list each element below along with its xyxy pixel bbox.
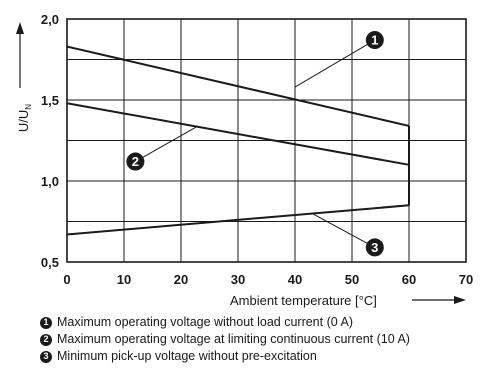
annotation-leader-1 xyxy=(294,39,376,88)
x-tick-label: 70 xyxy=(459,272,473,287)
annotation-marker-label-1: 1 xyxy=(371,33,378,48)
legend-marker-2: 2 xyxy=(40,333,52,346)
annotations: 1 2 3 xyxy=(126,31,384,257)
annotation-marker-3 xyxy=(365,238,384,257)
x-tick-label: 60 xyxy=(402,272,416,287)
legend-marker-3: 3 xyxy=(40,350,52,363)
legend-text-2: Maximum operating voltage at limiting co… xyxy=(57,332,410,346)
x-axis-arrow-head xyxy=(454,296,466,304)
annotation-marker-label-3: 3 xyxy=(371,240,378,255)
legend-text-1: Maximum operating voltage without load c… xyxy=(57,315,353,329)
annotation-leader-3 xyxy=(311,212,376,248)
axes: U/UN Ambient temperature [°C] xyxy=(16,22,466,308)
y-tick-label: 0,5 xyxy=(41,255,59,270)
annotation-marker-2 xyxy=(126,152,145,171)
x-tick-label: 50 xyxy=(345,272,359,287)
series-line-1 xyxy=(66,45,410,127)
grid xyxy=(66,18,467,263)
x-tick-label: 30 xyxy=(231,272,245,287)
y-tick-label: 2,0 xyxy=(41,12,59,27)
y-tick-label: 1,0 xyxy=(41,174,59,189)
tick-labels: 0 10 20 30 40 50 60 70 0,5 1,0 1,5 2,0 xyxy=(41,12,473,287)
chart: U/UN Ambient temperature [°C] 0 10 20 30 40 5… xyxy=(16,12,473,308)
series-line-3 xyxy=(66,204,410,236)
legend-item-2: 2 Maximum operating voltage at limiting … xyxy=(40,331,480,348)
legend-item-3: 3 Minimum pick-up voltage without pre-ex… xyxy=(40,348,480,365)
annotation-marker-label-2: 2 xyxy=(132,154,139,169)
annotation-marker-1 xyxy=(365,31,384,50)
series-line-2 xyxy=(66,102,410,166)
x-tick-label: 0 xyxy=(63,272,70,287)
y-axis-arrow-head xyxy=(16,22,24,34)
x-axis-label: Ambient temperature [°C] xyxy=(230,293,377,308)
legend-marker-1: 1 xyxy=(40,316,52,329)
y-tick-label: 1,5 xyxy=(41,93,59,108)
x-tick-label: 10 xyxy=(117,272,131,287)
x-tick-label: 40 xyxy=(288,272,302,287)
annotation-leader-2 xyxy=(135,125,199,162)
legend-item-1: 1 Maximum operating voltage without load… xyxy=(40,314,480,331)
legend: 1 Maximum operating voltage without load… xyxy=(40,314,480,365)
series-lines xyxy=(66,45,410,236)
x-tick-label: 20 xyxy=(174,272,188,287)
legend-text-3: Minimum pick-up voltage without pre-exci… xyxy=(57,349,317,363)
y-axis-label: U/UN xyxy=(16,104,33,132)
